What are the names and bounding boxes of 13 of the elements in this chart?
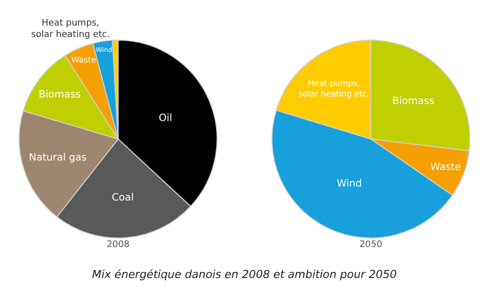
slice-label: Biomass [392, 96, 434, 107]
slice-label: Natural gas [28, 152, 87, 164]
text: 2008 [106, 240, 130, 250]
slice-label: Wind [336, 178, 362, 190]
slice-label: Biomass [38, 89, 81, 100]
slice-label: Heat pumps, solar heating etc. [31, 18, 110, 40]
slice-label: Waste [430, 162, 461, 173]
slice-label: Waste [71, 55, 96, 64]
text: 2050 [359, 240, 383, 250]
slice-label: Heat pumps, solar heating etc. [298, 78, 370, 99]
text: Mix énergétique danois en 2008 et ambition pour 2050 [92, 268, 397, 281]
slice-label: Oil [158, 112, 172, 124]
slice-label: Coal [112, 192, 134, 204]
